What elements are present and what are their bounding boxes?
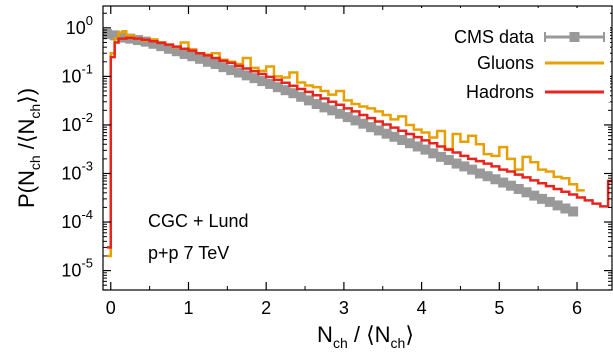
cms-data-point [451,158,462,169]
legend-label-cms-data: CMS data [454,27,535,47]
cms-data-point [171,46,182,57]
cms-data-point [436,151,447,162]
y-tick-label: 10-1 [61,61,93,86]
cms-data-point [552,200,563,211]
cms-data-point [342,112,353,123]
cms-data-point [335,108,346,119]
cms-data-point [428,148,439,159]
cms-data-point [521,187,532,198]
cms-data-point [327,105,338,116]
legend-background [400,8,610,102]
cms-data-point [404,138,415,149]
cms-data-point [544,196,555,207]
x-axis-title: Nch / ⟨Nch⟩ [317,322,414,351]
cms-data-point [474,168,485,179]
cms-data-point [226,65,237,76]
x-tick-label: 2 [261,298,271,318]
cms-data-point [280,85,291,96]
cms-data-point [443,154,454,165]
cms-data-point [265,78,276,89]
x-tick-label: 6 [572,298,582,318]
legend-entry-cms-data: CMS data [454,27,605,47]
cms-data-point [148,38,159,49]
cms-data-point [195,53,206,64]
cms-data-point [498,177,509,188]
cms-data-point [311,98,322,109]
cms-data-point [103,28,112,39]
cms-data-point [373,125,384,136]
cms-data-point [412,141,423,152]
cms-data-point [109,30,120,41]
x-tick-label: 3 [339,298,349,318]
series-layer [103,28,612,258]
cms-data-point [366,122,377,133]
cms-data-point [568,206,579,217]
y-tick-label: 100 [66,13,93,38]
annotation-system: p+p 7 TeV [148,243,229,263]
y-tick-label: 10-4 [61,207,93,232]
cms-data-point [233,67,244,78]
series-hadrons-line [106,36,612,249]
cms-data-point [296,91,307,102]
cms-data-point [164,43,175,54]
cms-data-point [202,56,213,67]
cms-data-point [358,118,369,129]
cms-data-point [490,174,501,185]
cms-data-point [272,82,283,93]
cms-data-point [397,134,408,145]
x-tick-label: 0 [106,298,116,318]
y-tick-label: 10-5 [61,256,93,281]
y-tick-label: 10-3 [61,158,93,183]
cms-data-point [303,95,314,106]
cms-data-point [505,180,516,191]
x-tick-label: 1 [183,298,193,318]
cms-data-point [513,183,524,194]
legend-swatch-cms-marker [569,32,580,42]
y-tick-label: 10-2 [61,110,93,135]
cms-data-point [288,88,299,99]
cms-data-point [319,102,330,113]
legend: CMS data Gluons Hadrons [400,8,610,102]
axis-ticks: 0 1 2 3 4 5 6 100 10-1 10-2 10-3 10-4 10-5 [61,6,612,318]
legend-label-hadrons: Hadrons [466,82,534,102]
cms-data-point [467,164,478,175]
legend-label-gluons: Gluons [477,53,534,73]
cms-data-point [241,70,252,81]
cms-data-point [350,115,361,126]
legend-entry-gluons: Gluons [477,53,604,73]
cms-data-point [482,171,493,182]
cms-data-point [249,73,260,84]
cms-data-point [210,59,221,70]
cms-data-point [537,193,548,204]
y-axis-title: P(Nch /⟨Nch⟩) [14,88,43,208]
cms-data-point [179,48,190,59]
cms-data-point [132,35,143,46]
plot-frame [102,5,613,291]
cms-data-point [420,144,431,155]
cms-data-point [529,190,540,201]
x-tick-label: 5 [494,298,504,318]
cms-data-point [218,62,229,73]
cms-data-point [381,128,392,139]
annotation-model: CGC + Lund [148,211,249,231]
cms-data-point [560,203,571,214]
cms-data-point [389,131,400,142]
cms-data-point [459,161,470,172]
cms-data-point [187,51,198,62]
x-tick-label: 4 [417,298,427,318]
series-cms-data [103,28,579,217]
legend-entry-hadrons: Hadrons [466,82,604,102]
cms-data-point [156,41,167,52]
cms-data-point [257,76,268,87]
